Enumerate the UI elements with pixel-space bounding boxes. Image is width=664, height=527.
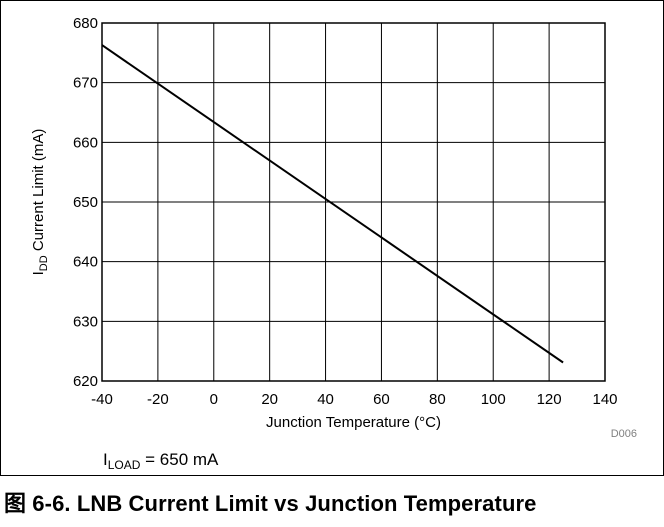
x-tick-label: -40 xyxy=(91,391,113,408)
current-limit-chart: -40 -20 0 20 40 60 80 100 120 140 620 630 640 650 660 6… xyxy=(30,15,637,440)
x-tick-label: 40 xyxy=(317,391,334,408)
y-axis-label: IDD Current Limit (mA) xyxy=(30,129,50,276)
figure-caption: 图 6-6. LNB Current Limit vs Junction Tem… xyxy=(4,491,537,516)
x-tick-label: -20 xyxy=(147,391,169,408)
x-tick-label: 0 xyxy=(210,391,218,408)
y-tick-label: 680 xyxy=(73,15,98,32)
y-tick-label: 650 xyxy=(73,194,98,211)
x-tick-label: 60 xyxy=(373,391,390,408)
chart-frame: -40 -20 0 20 40 60 80 100 120 140 620 630 640 650 660 6… xyxy=(0,0,664,476)
y-axis-label-rest: Current Limit (mA) xyxy=(30,129,47,256)
y-tick-label: 670 xyxy=(73,75,98,92)
x-tick-label: 120 xyxy=(537,391,562,408)
load-condition-note: ILOAD = 650 mA xyxy=(103,450,218,472)
load-note-subscript: LOAD xyxy=(107,458,141,472)
x-axis-label: Junction Temperature (°C) xyxy=(266,414,441,431)
x-tick-label: 100 xyxy=(481,391,506,408)
plot-area-border xyxy=(101,22,606,382)
y-tick-label: 660 xyxy=(73,134,98,151)
figure-id-label: D006 xyxy=(611,428,637,440)
x-tick-label: 140 xyxy=(592,391,617,408)
load-note-value: = 650 mA xyxy=(140,450,219,469)
x-tick-label: 80 xyxy=(429,391,446,408)
y-tick-label: 620 xyxy=(73,373,98,390)
x-tick-label: 20 xyxy=(261,391,278,408)
y-axis-label-subscript: DD xyxy=(38,255,50,271)
y-tick-label: 640 xyxy=(73,254,98,271)
y-tick-label: 630 xyxy=(73,313,98,330)
y-axis-label-main: I xyxy=(30,271,47,275)
load-note-prefix: I xyxy=(103,450,108,469)
current-limit-line xyxy=(101,44,564,364)
